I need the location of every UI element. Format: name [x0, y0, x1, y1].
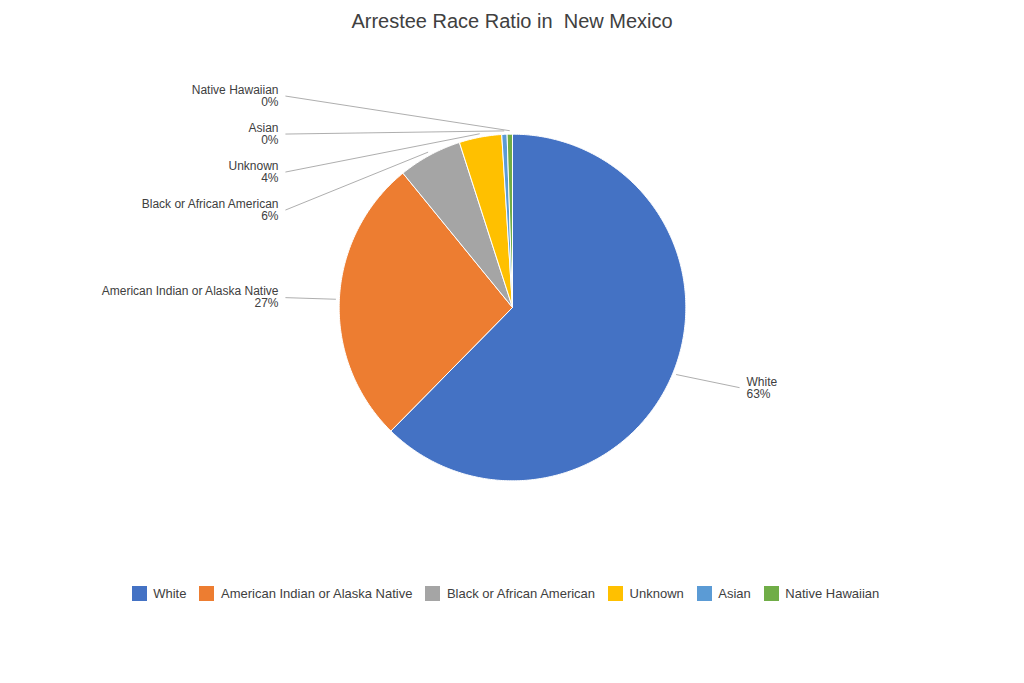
html-text:Unknown: Unknown — [629, 586, 684, 601]
svg-text:Unknown4%: Unknown4% — [228, 159, 278, 185]
svg-text:Black or African American6%: Black or African American6% — [142, 197, 279, 223]
html-text:Black or African American: Black or African American — [447, 586, 596, 601]
html-text:White: White — [153, 586, 187, 601]
html-text:American Indian or Alaska Nati: American Indian or Alaska Native — [221, 586, 413, 601]
html-text:Native Hawaiian: Native Hawaiian — [785, 586, 880, 601]
svg-text:Native Hawaiian0%: Native Hawaiian0% — [192, 83, 279, 109]
svg-text:Asian0%: Asian0% — [248, 121, 278, 147]
svg-text:White63%: White63% — [747, 375, 778, 401]
html-text:Arrestee Race Ratio in New Mex: Arrestee Race Ratio in New Mexico — [351, 10, 673, 32]
html-text:Asian: Asian — [718, 586, 751, 601]
svg-text:American Indian or Alaska Nati: American Indian or Alaska Native27% — [102, 284, 279, 310]
